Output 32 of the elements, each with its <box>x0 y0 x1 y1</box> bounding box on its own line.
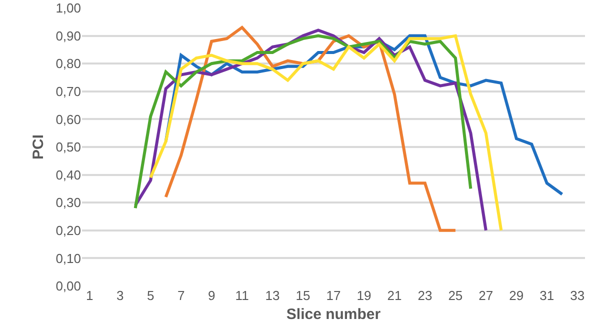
x-tick-label: 13 <box>265 288 280 303</box>
y-tick-label: 0,10 <box>56 250 81 266</box>
x-axis-title: Slice number <box>286 306 381 323</box>
y-tick-label: 0,20 <box>56 222 81 238</box>
line-series <box>164 26 457 232</box>
x-tick-label: 1 <box>86 288 94 303</box>
x-tick-label: 9 <box>208 288 216 303</box>
x-tick-label: 17 <box>326 288 341 303</box>
x-tick-label: 27 <box>478 288 494 303</box>
x-tick-label: 5 <box>146 288 154 303</box>
x-tick-label: 23 <box>418 288 432 303</box>
y-tick-label: 0,00 <box>56 278 81 294</box>
y-tick-label: 0,50 <box>56 140 81 155</box>
x-tick-label: 29 <box>509 288 524 303</box>
y-tick-label: 0,60 <box>56 112 81 127</box>
y-tick-label: 0,40 <box>56 167 81 182</box>
x-tick-label: 11 <box>235 288 249 303</box>
x-tick-label: 15 <box>296 288 310 303</box>
y-tick-label: 0,90 <box>56 28 81 44</box>
y-tick-label: 0,70 <box>56 84 81 99</box>
y-tick-label: 0,30 <box>56 195 81 210</box>
y-axis-title: PCI <box>30 134 47 160</box>
x-tick-label: 19 <box>356 288 372 303</box>
x-tick-label: 33 <box>570 288 585 303</box>
x-tick-label: 21 <box>387 288 402 303</box>
x-tick-label: 25 <box>448 288 463 303</box>
line-series <box>134 34 472 210</box>
y-tick-label: 0,80 <box>56 56 81 72</box>
x-tick-label: 7 <box>177 288 185 303</box>
x-tick-label: 31 <box>540 288 554 303</box>
x-tick-label: 3 <box>116 288 124 303</box>
y-tick-label: 1,00 <box>56 0 81 16</box>
